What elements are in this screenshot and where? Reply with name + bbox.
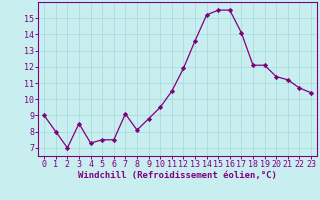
X-axis label: Windchill (Refroidissement éolien,°C): Windchill (Refroidissement éolien,°C) xyxy=(78,171,277,180)
